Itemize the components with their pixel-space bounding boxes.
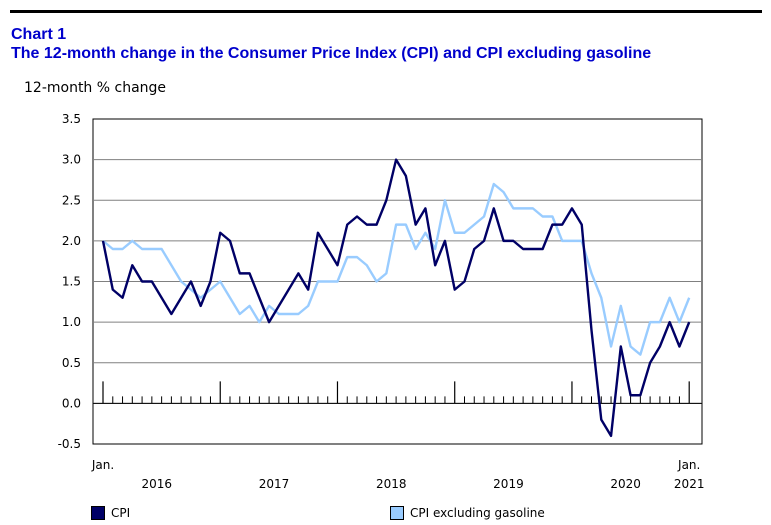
x-month-label-start: Jan. [91, 458, 114, 472]
y-tick-label: 1.0 [62, 315, 81, 329]
y-axis-label: 12-month % change [24, 80, 167, 96]
x-month-label-end: Jan. [677, 458, 700, 472]
legend-item-cpi-excl-gasoline: CPI excluding gasoline [390, 506, 545, 520]
legend-label-cpi-excl-gasoline: CPI excluding gasoline [410, 506, 545, 520]
top-rule [10, 10, 762, 13]
legend-label-cpi: CPI [111, 506, 131, 520]
x-year-label: 2019 [493, 477, 524, 491]
x-year-label: 2018 [376, 477, 407, 491]
chart-number: Chart 1 [11, 26, 67, 43]
x-year-label: 2017 [259, 477, 290, 491]
y-tick-label: 2.0 [62, 234, 81, 248]
chart-title: The 12-month change in the Consumer Pric… [11, 45, 652, 62]
series-line-cpi [101, 158, 691, 438]
x-year-label: 2021 [674, 477, 705, 491]
y-tick-label: 0.5 [62, 356, 81, 370]
y-tick-label: 3.0 [62, 153, 81, 167]
y-tick-label: 3.5 [62, 112, 81, 126]
y-tick-label: 1.5 [62, 275, 81, 289]
legend-item-cpi: CPI [91, 506, 130, 520]
y-tick-label: -0.5 [58, 437, 81, 451]
legend-swatch-cpi-excl-gasoline [390, 506, 404, 520]
y-tick-label: 2.5 [62, 193, 81, 207]
y-tick-label: 0.0 [62, 396, 81, 410]
legend-swatch-cpi [91, 506, 105, 520]
series-line-cpi-excluding-gasoline [102, 182, 691, 356]
x-year-label: 2016 [141, 477, 172, 491]
x-year-label: 2020 [610, 477, 641, 491]
